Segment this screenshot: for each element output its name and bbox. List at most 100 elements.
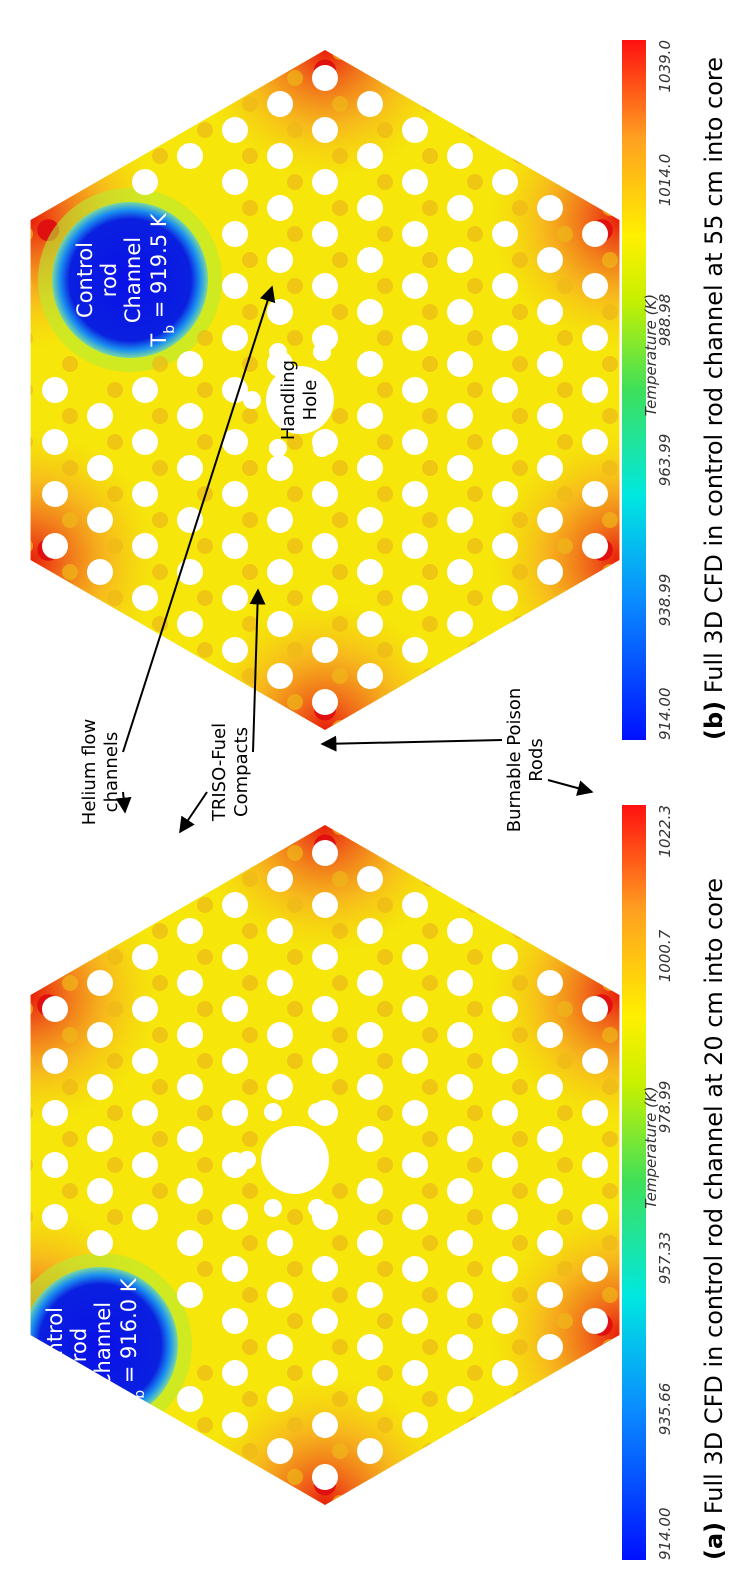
helium-channel xyxy=(222,117,248,143)
helium-channel xyxy=(42,377,68,403)
fuel-compact xyxy=(107,1209,123,1225)
colorbar-title: Temperature (K) xyxy=(642,1086,660,1208)
helium-channel xyxy=(42,429,68,455)
helium-channel xyxy=(87,1126,113,1152)
fuel-compact xyxy=(602,1287,618,1303)
helium-channel xyxy=(672,13,698,39)
helium-channel xyxy=(312,585,338,611)
helium-channel xyxy=(537,1074,563,1100)
fuel-compact xyxy=(422,148,438,164)
helium-channel xyxy=(0,767,23,793)
helium-channel xyxy=(492,533,518,559)
fuel-compact xyxy=(377,330,393,346)
fuel-compact xyxy=(30,278,33,294)
fuel-compact xyxy=(422,923,438,939)
helium-channel xyxy=(0,1178,23,1204)
helium-channel xyxy=(222,325,248,351)
helium-channel xyxy=(87,1178,113,1204)
fuel-compact xyxy=(107,434,123,450)
fuel-compact xyxy=(332,304,348,320)
fuel-compact xyxy=(512,1183,528,1199)
helium-channel xyxy=(312,637,338,663)
helium-channel xyxy=(267,559,293,585)
fuel-compact xyxy=(467,1365,483,1381)
fuel-compact xyxy=(17,746,33,762)
helium-channel xyxy=(0,1542,23,1568)
helium-channel xyxy=(447,710,473,736)
helium-channel xyxy=(357,1282,383,1308)
helium-channel xyxy=(447,507,473,533)
fuel-compact xyxy=(152,975,168,991)
helium-channel xyxy=(222,944,248,970)
helium-channel xyxy=(582,788,608,814)
fuel-compact xyxy=(287,1313,303,1329)
fuel-compact xyxy=(602,1131,618,1147)
helium-channel xyxy=(672,736,698,762)
fuel-compact xyxy=(197,642,213,658)
fuel-compact xyxy=(287,845,303,861)
fuel-compact xyxy=(62,96,78,112)
helium-channel xyxy=(267,825,293,840)
fuel-compact xyxy=(422,1079,438,1095)
helium-channel xyxy=(267,767,293,793)
helium-channel xyxy=(267,970,293,996)
fuel-compact xyxy=(287,1053,303,1069)
helium-channel xyxy=(357,195,383,221)
helium-channel xyxy=(402,481,428,507)
fuel-compact xyxy=(557,1417,573,1433)
fuel-compact xyxy=(602,148,618,164)
helium-channel xyxy=(357,825,383,840)
helium-channel xyxy=(222,689,248,715)
fuel-compact xyxy=(242,0,258,8)
fuel-compact xyxy=(332,1235,348,1251)
fuel-compact xyxy=(17,1521,33,1537)
fuel-compact xyxy=(557,174,573,190)
helium-channel xyxy=(0,195,23,221)
fuel-compact xyxy=(557,18,573,34)
fuel-compact xyxy=(467,382,483,398)
fuel-compact xyxy=(377,642,393,658)
fuel-compact xyxy=(30,122,33,138)
fuel-compact xyxy=(377,1261,393,1277)
helium-channel xyxy=(447,611,473,637)
helium-channel xyxy=(0,1230,23,1256)
helium-channel xyxy=(582,65,608,91)
fuel-compact xyxy=(467,845,483,861)
helium-channel xyxy=(0,918,23,944)
fuel-compact xyxy=(152,1079,168,1095)
fuel-compact xyxy=(467,1313,483,1329)
fuel-compact xyxy=(512,1339,528,1355)
helium-channel xyxy=(582,996,608,1022)
helium-channel xyxy=(402,840,428,866)
fuel-compact xyxy=(332,148,348,164)
helium-channel xyxy=(357,1438,383,1464)
fuel-compact xyxy=(512,871,528,887)
fuel-compact xyxy=(107,689,123,705)
fuel-compact xyxy=(467,642,483,658)
helium-channel xyxy=(267,611,293,637)
helium-channel xyxy=(402,1204,428,1230)
fuel-compact xyxy=(467,70,483,86)
fuel-compact xyxy=(512,668,528,684)
fuel-compact xyxy=(62,50,78,60)
fuel-compact xyxy=(287,694,303,710)
fuel-compact xyxy=(242,460,258,476)
helium-channel xyxy=(312,169,338,195)
helium-channel xyxy=(312,221,338,247)
fuel-compact xyxy=(377,1105,393,1121)
fuel-compact xyxy=(377,746,393,762)
helium-channel xyxy=(132,1568,158,1572)
helium-channel xyxy=(582,377,608,403)
fuel-compact xyxy=(197,70,213,86)
fuel-compact xyxy=(30,642,33,658)
fuel-compact xyxy=(197,434,213,450)
helium-channel xyxy=(492,1360,518,1386)
fuel-compact xyxy=(242,668,258,684)
fuel-compact xyxy=(692,772,708,788)
helium-channel xyxy=(87,0,113,13)
fuel-compact xyxy=(197,538,213,554)
helium-channel xyxy=(222,65,248,91)
helium-channel xyxy=(42,1100,68,1126)
helium-channel xyxy=(492,1100,518,1126)
